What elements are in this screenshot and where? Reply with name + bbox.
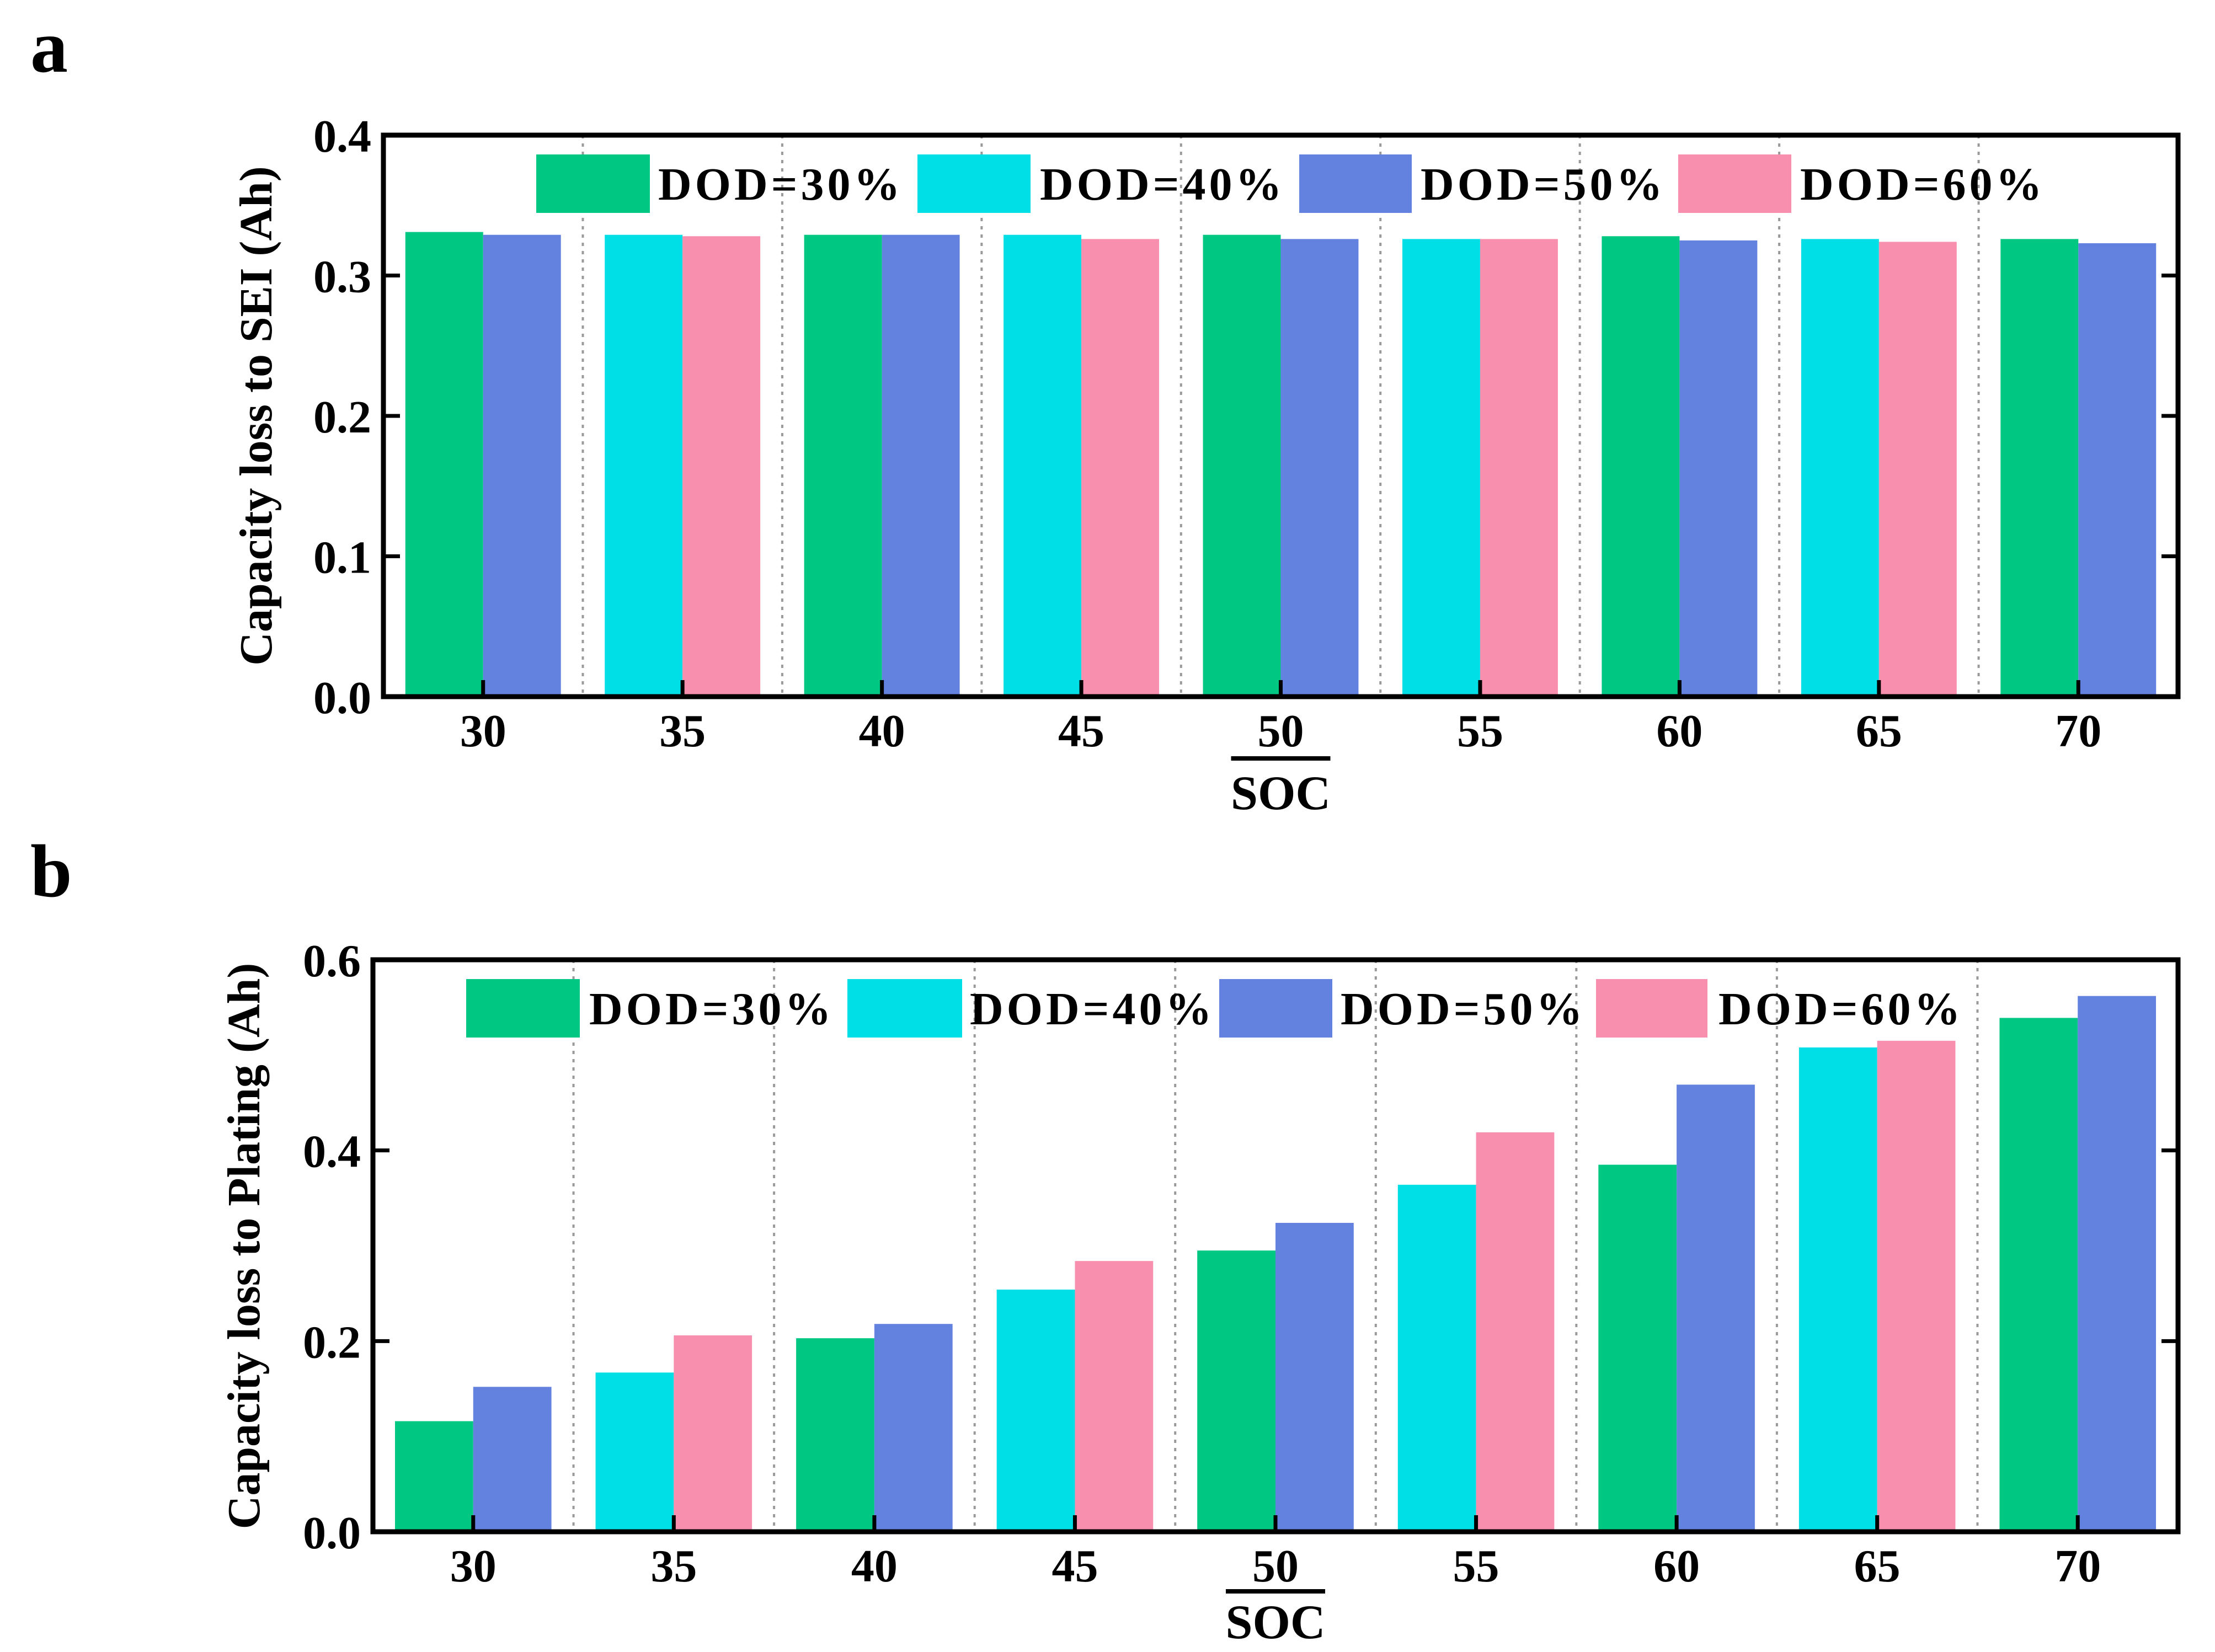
legend-label: DOD=40% — [970, 983, 1215, 1035]
y-tick-label: 0.3 — [313, 252, 371, 303]
panel-label: a — [30, 6, 68, 88]
x-tick-label: 50 — [1252, 1541, 1299, 1592]
x-tick-label: 40 — [859, 705, 905, 757]
bar-soc65-dod60 — [1877, 1040, 1956, 1532]
y-axis: 0.0 0.1 0.2 0.3 0.4 — [313, 111, 2178, 724]
x-tick-label: 50 — [1258, 705, 1304, 757]
x-tick-label: 55 — [1453, 1541, 1499, 1592]
x-tick-label: 60 — [1653, 1541, 1700, 1592]
legend-swatch — [847, 979, 962, 1038]
bar-soc55-dod40 — [1402, 239, 1480, 697]
y-axis-title: Capacity loss to Plating (Ah) — [218, 963, 270, 1530]
y-axis-title: Capacity loss to SEI (Ah) — [231, 166, 282, 665]
bar-soc35-dod60 — [682, 236, 761, 697]
x-tick-label: 30 — [460, 705, 506, 757]
bar-soc70-dod30 — [2000, 239, 2079, 697]
x-tick-label: 45 — [1052, 1541, 1098, 1592]
x-tick-label: 35 — [659, 705, 706, 757]
y-axis: 0.0 0.2 0.4 0.6 — [303, 935, 2178, 1559]
bar-soc45-dod40 — [996, 1290, 1075, 1532]
bar-soc35-dod60 — [674, 1335, 752, 1532]
bar-soc70-dod50 — [2078, 996, 2157, 1532]
legend-swatch — [466, 979, 580, 1038]
bar-soc30-dod30 — [405, 232, 483, 697]
bar-soc35-dod40 — [605, 234, 683, 697]
x-axis-title: SOC — [1226, 1596, 1326, 1649]
legend: DOD=30% DOD=40% DOD=50% DOD=60% — [466, 979, 1964, 1038]
bar-soc55-dod40 — [1397, 1184, 1476, 1532]
bar-soc30-dod50 — [473, 1387, 552, 1532]
bar-soc55-dod60 — [1480, 239, 1558, 697]
x-axis-title: SOC — [1231, 767, 1331, 820]
panel-a: a 0.0 0.1 0.2 0.3 0.4 30 35 40 45 50 55 60 65 70 SOC Cap… — [30, 6, 2181, 820]
legend-swatch — [1219, 979, 1332, 1038]
legend-label: DOD=60% — [1718, 983, 1964, 1035]
bar-soc50-dod30 — [1197, 1250, 1275, 1532]
legend-label: DOD=30% — [658, 159, 904, 210]
x-tick-label: 65 — [1854, 1541, 1901, 1592]
legend-swatch — [917, 154, 1031, 213]
bar-soc30-dod50 — [483, 234, 561, 697]
bars — [394, 996, 2157, 1532]
legend-label: DOD=40% — [1040, 159, 1285, 210]
bar-soc70-dod30 — [1999, 1018, 2078, 1532]
x-tick-label: 45 — [1058, 705, 1104, 757]
bar-soc70-dod50 — [2078, 243, 2157, 697]
bar-soc40-dod30 — [796, 1338, 874, 1532]
bar-soc60-dod30 — [1598, 1164, 1677, 1532]
y-tick-label: 0.6 — [303, 935, 361, 987]
bar-soc50-dod30 — [1203, 234, 1281, 697]
legend-swatch — [1678, 154, 1791, 213]
x-tick-label: 30 — [450, 1541, 497, 1592]
bar-soc55-dod60 — [1476, 1132, 1555, 1532]
legend-label: DOD=30% — [589, 983, 835, 1035]
bar-soc50-dod50 — [1280, 239, 1359, 697]
y-tick-label: 0.2 — [313, 392, 371, 443]
y-tick-label: 0.4 — [313, 111, 371, 162]
x-tick-label: 35 — [650, 1541, 697, 1592]
legend-swatch — [1299, 154, 1412, 213]
y-tick-label: 0.1 — [313, 532, 371, 584]
y-tick-label: 0.0 — [313, 672, 371, 724]
bar-soc60-dod50 — [1677, 1084, 1755, 1532]
panel-b: b 0.0 0.2 0.4 0.6 30 35 40 45 50 55 60 65 70 SOC Capaci… — [30, 830, 2181, 1649]
bar-soc60-dod50 — [1679, 240, 1758, 697]
legend-label: DOD=50% — [1421, 159, 1666, 210]
bar-soc65-dod40 — [1801, 239, 1879, 697]
bar-soc40-dod30 — [804, 234, 882, 697]
bar-soc60-dod30 — [1602, 236, 1680, 697]
bar-soc40-dod50 — [874, 1324, 953, 1532]
x-tick-label: 70 — [2055, 705, 2101, 757]
legend: DOD=30% DOD=40% DOD=50% DOD=60% — [536, 154, 2046, 213]
legend-swatch — [1596, 979, 1707, 1038]
bar-soc65-dod60 — [1878, 242, 1957, 697]
x-tick-label: 70 — [2054, 1541, 2101, 1592]
x-tick-label: 65 — [1856, 705, 1902, 757]
bar-soc45-dod60 — [1075, 1261, 1154, 1532]
x-tick-label: 40 — [851, 1541, 898, 1592]
x-tick-label: 55 — [1457, 705, 1503, 757]
legend-label: DOD=60% — [1800, 159, 2046, 210]
bar-soc45-dod40 — [1004, 234, 1082, 697]
legend-swatch — [536, 154, 650, 213]
y-tick-label: 0.0 — [303, 1507, 361, 1559]
panel-label: b — [30, 830, 72, 913]
bar-soc65-dod40 — [1798, 1047, 1877, 1532]
x-axis: 30 35 40 45 50 55 60 65 70 — [450, 1515, 2101, 1592]
bars — [405, 232, 2157, 697]
bar-soc35-dod40 — [595, 1372, 674, 1532]
bar-soc50-dod50 — [1275, 1223, 1354, 1532]
y-tick-label: 0.4 — [303, 1126, 361, 1178]
grid-lines — [581, 135, 1980, 697]
y-tick-label: 0.2 — [303, 1317, 361, 1368]
legend-label: DOD=50% — [1341, 983, 1586, 1035]
x-axis: 30 35 40 45 50 55 60 65 70 — [460, 680, 2101, 757]
x-tick-label: 60 — [1656, 705, 1702, 757]
bar-soc45-dod60 — [1081, 239, 1160, 697]
bar-soc40-dod50 — [882, 234, 960, 697]
bar-soc30-dod30 — [394, 1421, 473, 1532]
